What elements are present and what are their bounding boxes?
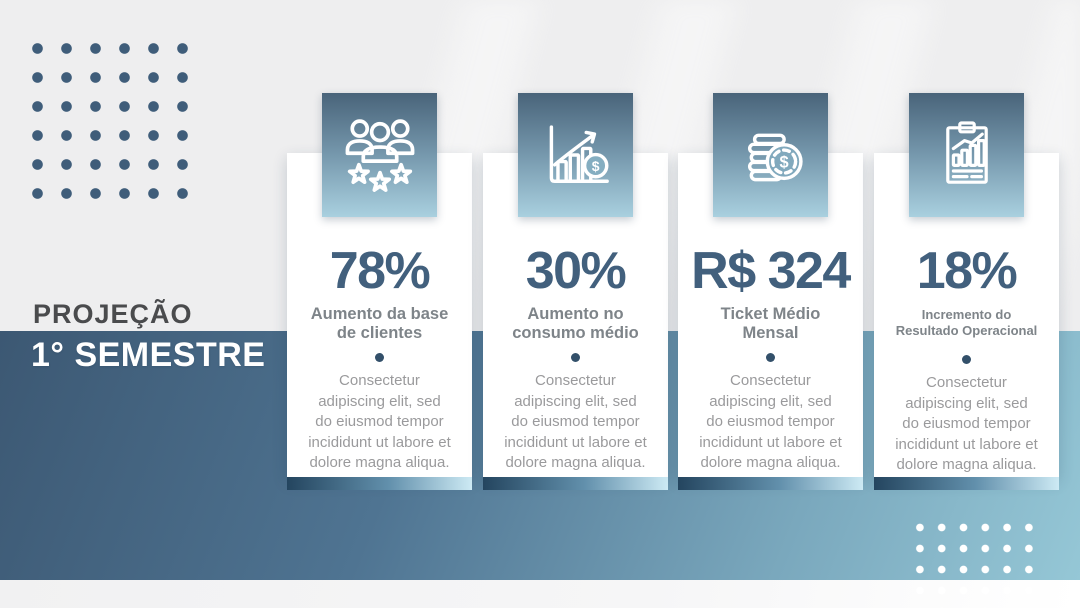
stat-card-clientes: 78% Aumento da base de clientes Consecte…: [287, 93, 472, 490]
team-rating-icon: [322, 93, 437, 217]
slide-subtitle: PROJEÇÃO: [33, 299, 193, 329]
stat-card-resultado: 18% Incremento do Resultado Operacional …: [874, 93, 1059, 490]
bullet-dot: [571, 353, 580, 362]
card-fold-shadow: [678, 477, 863, 490]
dot-grid-top-left: [23, 34, 197, 208]
stat-value: 30%: [525, 242, 627, 300]
stat-value: 78%: [329, 242, 431, 300]
svg-text:$: $: [779, 153, 788, 171]
dot-grid-bottom-right: [909, 517, 1040, 608]
stat-description: Consectetur adipiscing elit, sed do eius…: [895, 374, 1038, 473]
stat-description: Consectetur adipiscing elit, sed do eius…: [308, 372, 451, 471]
stat-label: Aumento da base de clientes: [310, 305, 449, 342]
bullet-dot: [375, 353, 384, 362]
stat-description: Consectetur adipiscing elit, sed do eius…: [504, 372, 647, 471]
card-fold-shadow: [483, 477, 668, 490]
card-fold-shadow: [874, 477, 1059, 490]
coins-stack-icon: $: [747, 133, 803, 182]
bottom-strip: [0, 580, 1080, 608]
growth-chart-money-icon: $: [518, 93, 633, 217]
stat-card-ticket: $ R$ 324 Ticket Médio Mensal Consectetur…: [678, 93, 863, 490]
financial-report-icon: [945, 121, 988, 184]
stat-value: 18%: [916, 242, 1018, 300]
growth-chart-money-icon: $: [549, 125, 609, 183]
coins-stack-icon: $: [713, 93, 828, 217]
stat-description: Consectetur adipiscing elit, sed do eius…: [699, 372, 842, 471]
bullet-dot: [962, 355, 971, 364]
stat-label: Ticket Médio Mensal: [720, 305, 821, 342]
card-fold-shadow: [287, 477, 472, 490]
stat-label: Aumento no consumo médio: [512, 305, 639, 342]
stat-label: Incremento do Resultado Operacional: [895, 307, 1038, 338]
slide-title: 1° SEMESTRE: [31, 336, 266, 374]
stat-card-consumo: $ 30% Aumento no consumo médio Consectet…: [483, 93, 668, 490]
team-rating-icon: [345, 119, 414, 192]
bullet-dot: [766, 353, 775, 362]
svg-text:$: $: [591, 158, 599, 174]
stat-value: R$ 324: [691, 242, 851, 300]
financial-report-icon: [909, 93, 1024, 217]
